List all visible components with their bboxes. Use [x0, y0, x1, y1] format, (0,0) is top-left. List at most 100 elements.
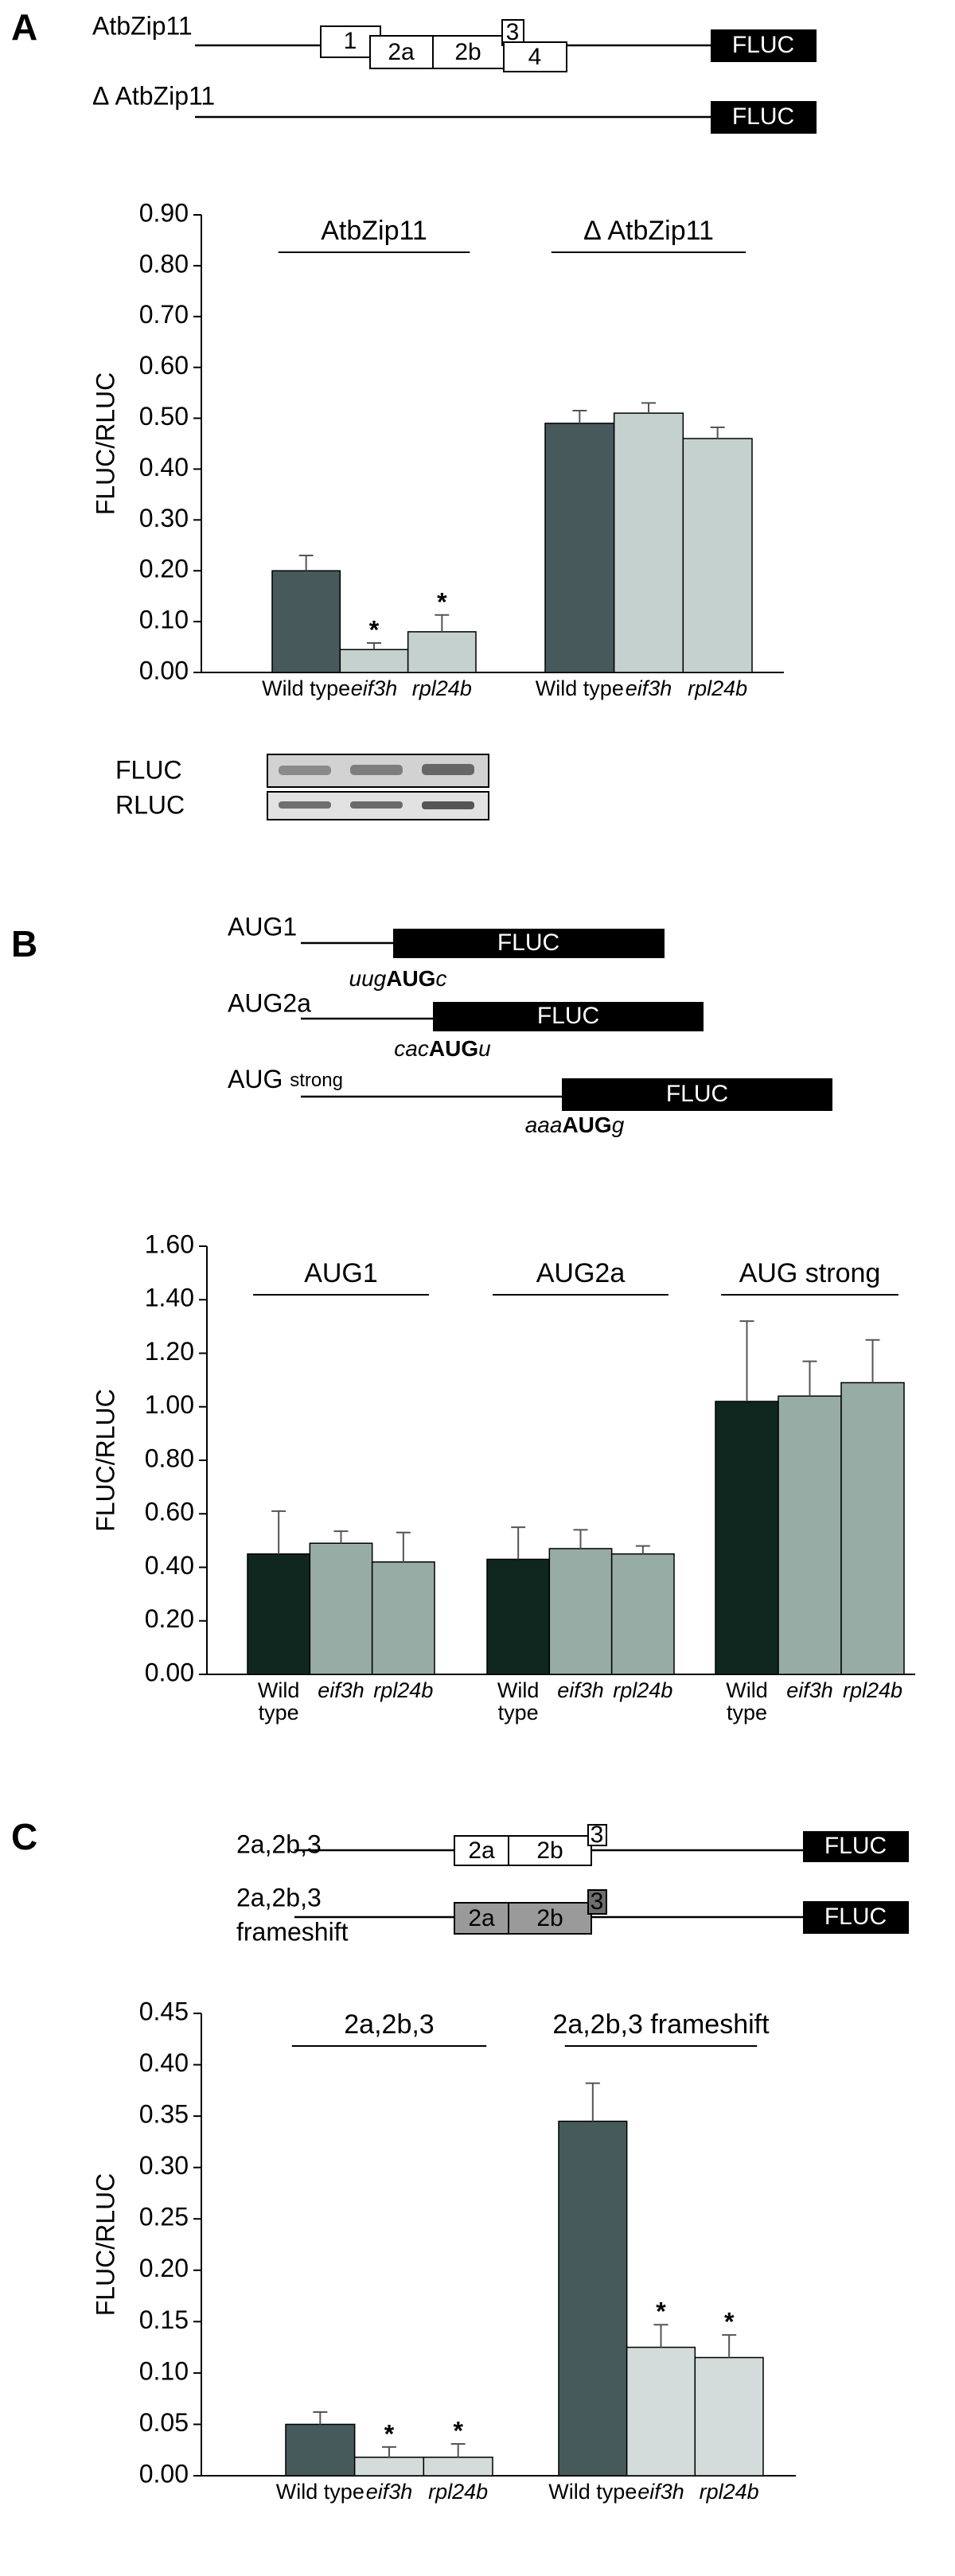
- context-part: c: [435, 966, 446, 991]
- y-tick-label: 0.40: [145, 1551, 194, 1580]
- construct-label: Δ AtbZip11: [92, 81, 215, 110]
- reporter-box: [393, 929, 665, 958]
- significance-mark: *: [453, 2416, 463, 2445]
- reporter-label: FLUC: [537, 1003, 599, 1029]
- bar: [613, 412, 684, 673]
- error-bar: [722, 2334, 737, 2358]
- y-tick-label: 0.35: [139, 2100, 189, 2129]
- error-bar: [511, 1526, 526, 1560]
- construct-label: AtbZip11: [92, 11, 193, 40]
- x-tick-label-box: rpl24b: [428, 2481, 489, 2504]
- group-title: 2a,2b,3 frameshift: [552, 2009, 770, 2040]
- significance-mark: *: [724, 2308, 735, 2336]
- bar: [339, 649, 409, 673]
- context: cacAUGu: [394, 1036, 491, 1061]
- reporter-box: [803, 1901, 909, 1934]
- x-tick-label-box: eif3h: [637, 2481, 684, 2503]
- y-tick-label: 0.45: [139, 1997, 189, 2025]
- diagram-c: 2a,2b,3 2a 2b 3 FLUC 2a,2b,3 frameshift …: [236, 1822, 909, 1946]
- exon-label: 2b: [454, 39, 481, 65]
- x-tick-label: eif3h: [350, 677, 398, 700]
- construct-label: AUG2a: [228, 988, 311, 1017]
- x-tick-label: Wild type: [257, 1679, 300, 1725]
- exon: [454, 1902, 592, 1935]
- y-tick-label: 0.60: [145, 1498, 194, 1526]
- significance-mark: *: [369, 615, 380, 644]
- x-tick-label-box: eif3h: [365, 2481, 413, 2504]
- error-bar: [333, 1530, 349, 1544]
- panel-label: B: [11, 923, 37, 965]
- context-part: u: [478, 1036, 491, 1061]
- construct-label-part: strong: [290, 1070, 343, 1091]
- construct-label-part: AUG: [228, 1065, 283, 1093]
- x-tick-label-box: Wild type: [726, 1679, 768, 1725]
- error-bar: [865, 1339, 880, 1383]
- y-tick-label: 1.40: [145, 1284, 194, 1312]
- x-tick-label-box: rpl24b: [842, 1679, 903, 1702]
- x-tick-label: rpl24b: [688, 677, 748, 700]
- exon-label: 2a: [468, 1905, 495, 1931]
- error-bar: [641, 402, 656, 414]
- x-tick-label-box: eif3h: [350, 677, 398, 700]
- x-tick-label: Wild type: [497, 1679, 540, 1725]
- reporter-label: FLUC: [824, 1833, 887, 1859]
- x-tick-label: Wild type: [262, 677, 351, 700]
- bar: [486, 1558, 551, 1675]
- exon-label: 2a: [468, 1837, 495, 1864]
- group-title: 2a,2b,3: [344, 2009, 435, 2040]
- exon-label: 3: [506, 19, 520, 45]
- reporter-label: FLUC: [732, 32, 794, 58]
- reporter-box: [711, 29, 817, 62]
- bar: [610, 1553, 675, 1675]
- context-part: g: [612, 1113, 625, 1137]
- y-tick-label: 0.20: [139, 2254, 189, 2282]
- y-tick-label: 1.20: [145, 1337, 194, 1366]
- y-tick-label: 0.50: [139, 402, 189, 431]
- x-tick-label: eif3h: [365, 2481, 413, 2504]
- error-bar: [635, 1545, 650, 1554]
- y-tick-label: 0.20: [139, 555, 189, 583]
- exon-label: 4: [528, 44, 542, 70]
- x-tick-label: rpl24b: [842, 1679, 903, 1702]
- context: aaaAUGg: [525, 1113, 625, 1137]
- group-title: AtbZip11: [321, 216, 427, 246]
- y-tick-label: 0.40: [139, 2048, 189, 2077]
- significance-mark: *: [437, 587, 447, 616]
- group-title: AUG strong: [739, 1258, 881, 1288]
- significance-mark: *: [384, 2419, 395, 2448]
- exon-label: 2a: [388, 39, 415, 65]
- context-part: AUG: [429, 1036, 478, 1061]
- y-tick-label: 1.00: [145, 1390, 194, 1419]
- group-title: AUG2a: [536, 1258, 626, 1288]
- blot-band: [279, 801, 331, 809]
- construct-label: AUG strong: [228, 1065, 343, 1093]
- x-tick-label: eif3h: [786, 1679, 833, 1702]
- bar: [626, 2346, 696, 2477]
- group-title-box: Δ AtbZip11: [583, 216, 714, 245]
- x-tick-label-box: Wild type: [276, 2481, 364, 2503]
- blot-band: [279, 766, 331, 775]
- bar: [353, 2457, 425, 2477]
- error-bar: [396, 1531, 411, 1562]
- error-bar: [585, 2082, 600, 2122]
- x-tick-label-box: Wild type: [497, 1679, 540, 1725]
- x-tick-label-box: rpl24b: [700, 2481, 759, 2503]
- exon: [587, 1889, 607, 1915]
- x-tick-label-box: rpl24b: [373, 1679, 433, 1701]
- reporter-label: FLUC: [666, 1081, 728, 1107]
- y-tick-label: 0.10: [139, 2356, 189, 2385]
- y-tick-label: 0.80: [145, 1444, 194, 1472]
- x-tick-label: rpl24b: [428, 2481, 489, 2504]
- bar: [694, 2356, 764, 2477]
- x-tick-label: Wild type: [726, 1679, 768, 1725]
- exon-label: 3: [591, 1888, 604, 1915]
- x-tick-label: Wild type: [535, 677, 624, 700]
- error-bar: [313, 2410, 328, 2425]
- error-bar: [572, 409, 587, 423]
- bar: [271, 570, 341, 673]
- y-tick-label: 0.70: [139, 300, 189, 329]
- context-part: AUG: [386, 966, 435, 991]
- x-tick-label: eif3h: [557, 1679, 604, 1702]
- exon-label: 2b: [536, 1905, 563, 1931]
